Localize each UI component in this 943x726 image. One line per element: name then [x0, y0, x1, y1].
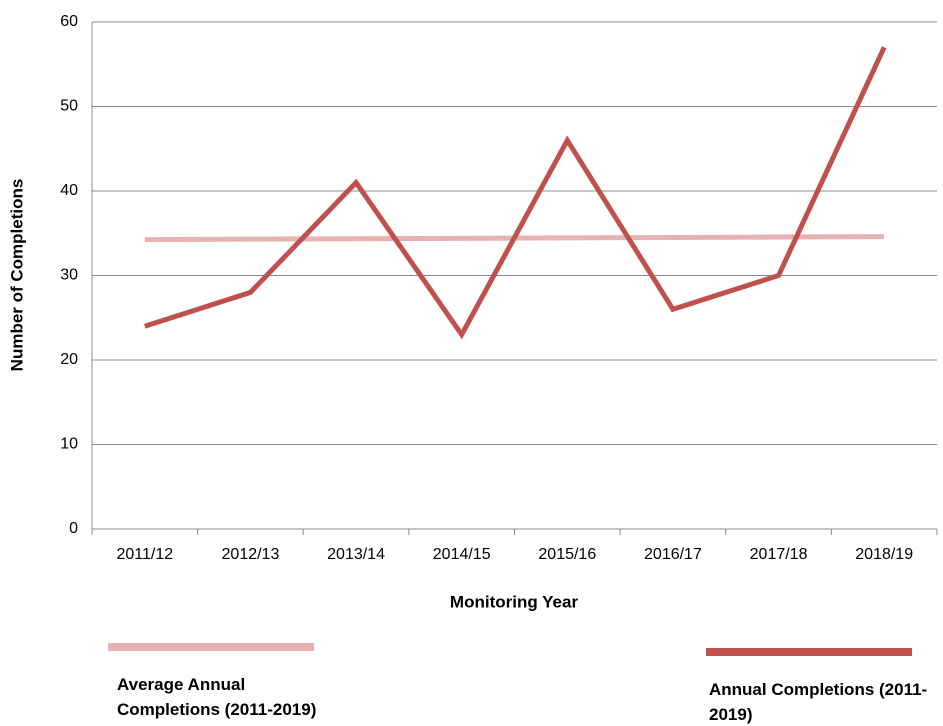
y-tick-label: 60 — [60, 13, 78, 30]
x-axis-label: Monitoring Year — [450, 592, 579, 611]
y-axis-label: Number of Completions — [7, 179, 26, 372]
legend-swatch — [706, 648, 912, 656]
y-tick-label: 50 — [60, 98, 78, 115]
y-tick-label: 40 — [60, 182, 78, 199]
x-tick-label: 2013/14 — [327, 546, 385, 563]
x-tick-label: 2011/12 — [116, 546, 173, 563]
x-tick-label: 2015/16 — [538, 546, 596, 563]
x-tick-label: 2014/15 — [433, 546, 491, 563]
legend-label: Average Annual Completions (2011-2019) — [117, 675, 317, 719]
legend-swatch — [108, 643, 314, 651]
y-tick-label: 30 — [60, 267, 78, 284]
x-tick-label: 2012/13 — [222, 546, 280, 563]
series-line — [144, 46, 887, 340]
legend-label: Annual Completions (2011-2019) — [709, 680, 928, 724]
x-tick-label: 2017/18 — [750, 546, 808, 563]
y-tick-label: 20 — [60, 351, 78, 368]
x-tick-label: 2018/19 — [855, 546, 913, 563]
y-tick-label: 10 — [60, 436, 78, 453]
y-tick-label: 0 — [69, 520, 78, 537]
x-tick-label: 2016/17 — [644, 546, 702, 563]
